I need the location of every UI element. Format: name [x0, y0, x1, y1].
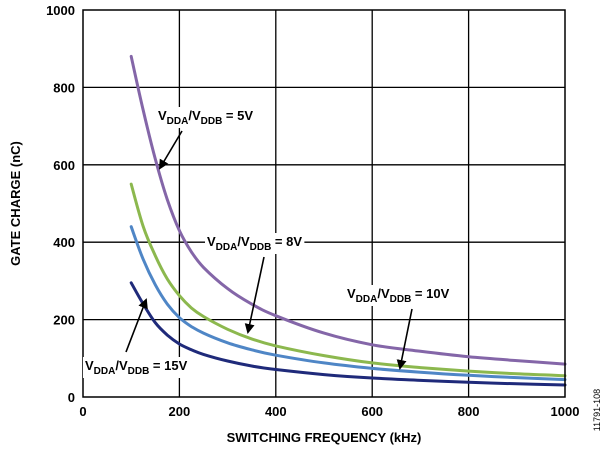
y-tick-label: 800	[53, 80, 75, 95]
annotation-label-4: VDDA/VDDB = 15V	[85, 358, 188, 377]
annotation-part: /V	[188, 108, 201, 123]
x-tick-label: 600	[361, 404, 383, 419]
plot-frame	[82, 9, 566, 398]
series-line-4	[129, 281, 567, 387]
annotation-part: = 8V	[271, 234, 302, 249]
y-tick-label: 400	[53, 235, 75, 250]
series-line-3	[129, 225, 567, 382]
annotation-backing	[83, 357, 190, 378]
annotation-part: DDB	[390, 294, 412, 305]
series-lines	[129, 54, 567, 387]
annotation-part: DDB	[201, 116, 223, 127]
x-tick-label: 800	[458, 404, 480, 419]
annotation-backing	[156, 107, 256, 128]
annotation-part: DDA	[94, 366, 116, 377]
annotation-part: V	[85, 358, 94, 373]
y-tick-label: 1000	[46, 3, 75, 18]
annotation-part: = 10V	[411, 286, 449, 301]
figure-id: 11791-108	[592, 389, 602, 431]
y-axis-label: GATE CHARGE (nC)	[8, 141, 23, 266]
series-line-1	[129, 54, 567, 366]
annotation-backing	[205, 233, 305, 254]
y-tick-label: 600	[53, 158, 75, 173]
y-tick-label: 0	[68, 390, 75, 405]
annotation-part: DDB	[250, 242, 272, 253]
annotation-part: /V	[115, 358, 128, 373]
annotation-label-2: VDDA/VDDB = 8V	[207, 234, 302, 253]
annotation-part: DDB	[128, 366, 150, 377]
x-tick-label: 200	[169, 404, 191, 419]
y-tick-labels: 0 200 400 600 800 1000	[46, 3, 75, 405]
x-axis-label: SWITCHING FREQUENCY (kHz)	[227, 430, 422, 445]
x-tick-label: 0	[79, 404, 86, 419]
series-line-2	[129, 182, 567, 378]
annotation-part: /V	[237, 234, 250, 249]
grid-lines	[83, 10, 565, 397]
annotation-part: V	[347, 286, 356, 301]
annotation-arrow-1	[158, 130, 183, 170]
x-tick-labels: 0 200 400 600 800 1000	[79, 404, 579, 419]
annotation-backing	[345, 285, 452, 306]
annotation-arrow-2	[244, 256, 265, 334]
annotation-part: DDA	[167, 116, 189, 127]
annotation-part: = 15V	[149, 358, 187, 373]
annotation-part: /V	[377, 286, 390, 301]
x-tick-label: 1000	[551, 404, 580, 419]
annotation-part: = 5V	[222, 108, 253, 123]
annotation-label-3: VDDA/VDDB = 10V	[347, 286, 450, 305]
annotation-part: V	[207, 234, 216, 249]
y-tick-label: 200	[53, 313, 75, 328]
annotation-arrow-4	[125, 298, 148, 353]
annotation-part: DDA	[356, 294, 378, 305]
annotation-part: V	[158, 108, 167, 123]
annotation-arrow-3	[396, 308, 413, 370]
x-tick-label: 400	[265, 404, 287, 419]
annotation-label-1: VDDA/VDDB = 5V	[158, 108, 253, 127]
annotation-part: DDA	[216, 242, 238, 253]
